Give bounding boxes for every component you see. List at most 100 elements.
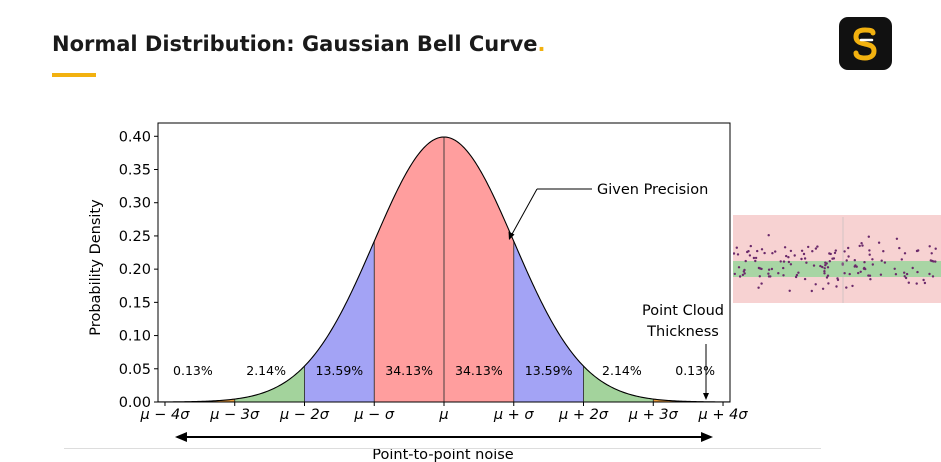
point-cloud-dot: [760, 267, 763, 271]
point-cloud-dot: [843, 272, 846, 275]
brand-logo: [839, 17, 892, 70]
percent-label-1: 2.14%: [246, 363, 286, 378]
point-cloud-arrowhead: [703, 393, 709, 400]
y-tick-label-6: 0.30: [119, 196, 151, 212]
point-cloud-dot: [756, 249, 759, 253]
point-cloud-dot: [793, 254, 796, 257]
point-cloud-dot: [864, 267, 867, 271]
point-cloud-dot: [903, 252, 907, 255]
y-tick-label-1: 0.05: [119, 362, 151, 378]
point-cloud-dot: [893, 267, 896, 270]
point-cloud-dot: [789, 249, 793, 253]
point-cloud-dot: [880, 259, 883, 262]
point-cloud-dot: [894, 273, 898, 276]
point-cloud-dot: [787, 260, 791, 264]
point-cloud-dot: [767, 272, 770, 275]
percent-label-0: 0.13%: [173, 363, 213, 378]
point-cloud-dot: [749, 244, 752, 248]
point-cloud-dot: [788, 289, 791, 292]
point-cloud-dot: [824, 264, 827, 267]
point-cloud-dot: [853, 259, 856, 262]
point-cloud-dot: [826, 266, 830, 269]
point-cloud-dot: [903, 275, 906, 278]
point-cloud-dot: [931, 275, 935, 278]
point-cloud-dot: [882, 250, 885, 253]
x-tick-label-2: μ − 2σ: [279, 407, 330, 423]
point-cloud-dot: [928, 272, 931, 276]
labels-layer: 0.13% 2.14% 13.59% 34.13% 34.13% 13.59% 2.14% 0…: [173, 363, 715, 378]
point-cloud-dot: [855, 265, 858, 268]
point-cloud-dot: [851, 284, 854, 288]
point-cloud-dot: [871, 258, 874, 261]
y-tick-label-3: 0.15: [119, 295, 151, 311]
point-cloud-dot: [824, 261, 827, 264]
point-cloud-dot: [760, 248, 764, 251]
point-cloud-dot: [767, 268, 771, 271]
point-cloud-dot: [800, 257, 803, 261]
point-cloud-dot: [821, 265, 824, 269]
point-cloud-dot: [736, 253, 740, 256]
point-cloud-dot: [785, 254, 788, 258]
region-6: [583, 366, 654, 402]
noise-label: Point-to-point noise: [372, 447, 514, 462]
point-cloud-dot: [843, 250, 846, 253]
point-cloud-dot: [826, 274, 830, 277]
point-cloud-dot: [743, 272, 746, 275]
percent-label-5: 13.59%: [525, 363, 573, 378]
point-cloud-dot: [758, 275, 761, 278]
noise-arrowhead-right: [701, 432, 714, 442]
point-cloud-dot: [810, 289, 813, 293]
percent-label-6: 2.14%: [602, 363, 642, 378]
point-cloud-dot: [744, 259, 747, 263]
point-cloud-dot: [760, 282, 763, 285]
point-cloud-dot: [915, 249, 919, 253]
point-cloud-dot: [832, 257, 836, 260]
point-cloud-dot: [823, 267, 826, 270]
point-cloud-dot: [834, 249, 837, 252]
point-cloud-dot: [845, 286, 848, 289]
point-cloud-dot: [934, 247, 937, 250]
point-cloud-dot: [879, 273, 883, 276]
point-cloud-dot: [767, 234, 770, 237]
slide-title-dot: .: [537, 32, 546, 56]
percent-label-7: 0.13%: [675, 363, 715, 378]
x-tick-label-5: μ + σ: [493, 407, 535, 423]
x-tick-label-7: μ + 3σ: [628, 407, 679, 423]
point-cloud-dot: [835, 285, 838, 288]
point-cloud-outer-band: [733, 215, 941, 303]
point-cloud-dot: [903, 271, 906, 274]
point-cloud-inner-band: [733, 261, 941, 277]
slide-title-text: Normal Distribution: Gaussian Bell Curve: [52, 32, 538, 56]
point-cloud-dot: [823, 272, 826, 275]
point-cloud-dot: [833, 251, 837, 255]
point-cloud-dot: [811, 250, 814, 253]
point-cloud-dot: [735, 246, 738, 249]
point-cloud-dot: [754, 256, 758, 260]
point-cloud-dot: [827, 282, 830, 285]
point-cloud-label-line1: Point Cloud: [642, 303, 724, 319]
point-cloud-dot: [823, 270, 826, 273]
point-cloud-dot: [825, 276, 829, 279]
point-cloud-dot: [867, 274, 870, 277]
y-tick-label-0: 0.00: [119, 395, 151, 411]
point-cloud-dot: [877, 241, 881, 244]
point-cloud-dot: [858, 244, 861, 248]
bell-curve: [158, 136, 730, 403]
noise-arrowhead-left: [174, 432, 187, 442]
point-cloud-dot: [863, 261, 866, 264]
point-cloud-dot: [930, 252, 933, 255]
point-cloud-dot: [767, 275, 771, 278]
point-cloud-dot: [923, 281, 927, 285]
point-cloud-points: [733, 217, 937, 303]
point-cloud-dot: [754, 259, 757, 263]
point-cloud-dot: [763, 251, 766, 255]
point-cloud-dot: [800, 249, 804, 252]
x-tick-label-8: μ + 4σ: [698, 407, 749, 423]
x-tick-label-3: μ − σ: [353, 407, 395, 423]
y-tick-label-7: 0.35: [119, 163, 151, 179]
point-cloud-dot: [770, 267, 774, 271]
point-cloud-dot: [774, 250, 777, 253]
point-cloud-dot: [932, 260, 935, 263]
point-cloud-dot: [848, 272, 851, 276]
